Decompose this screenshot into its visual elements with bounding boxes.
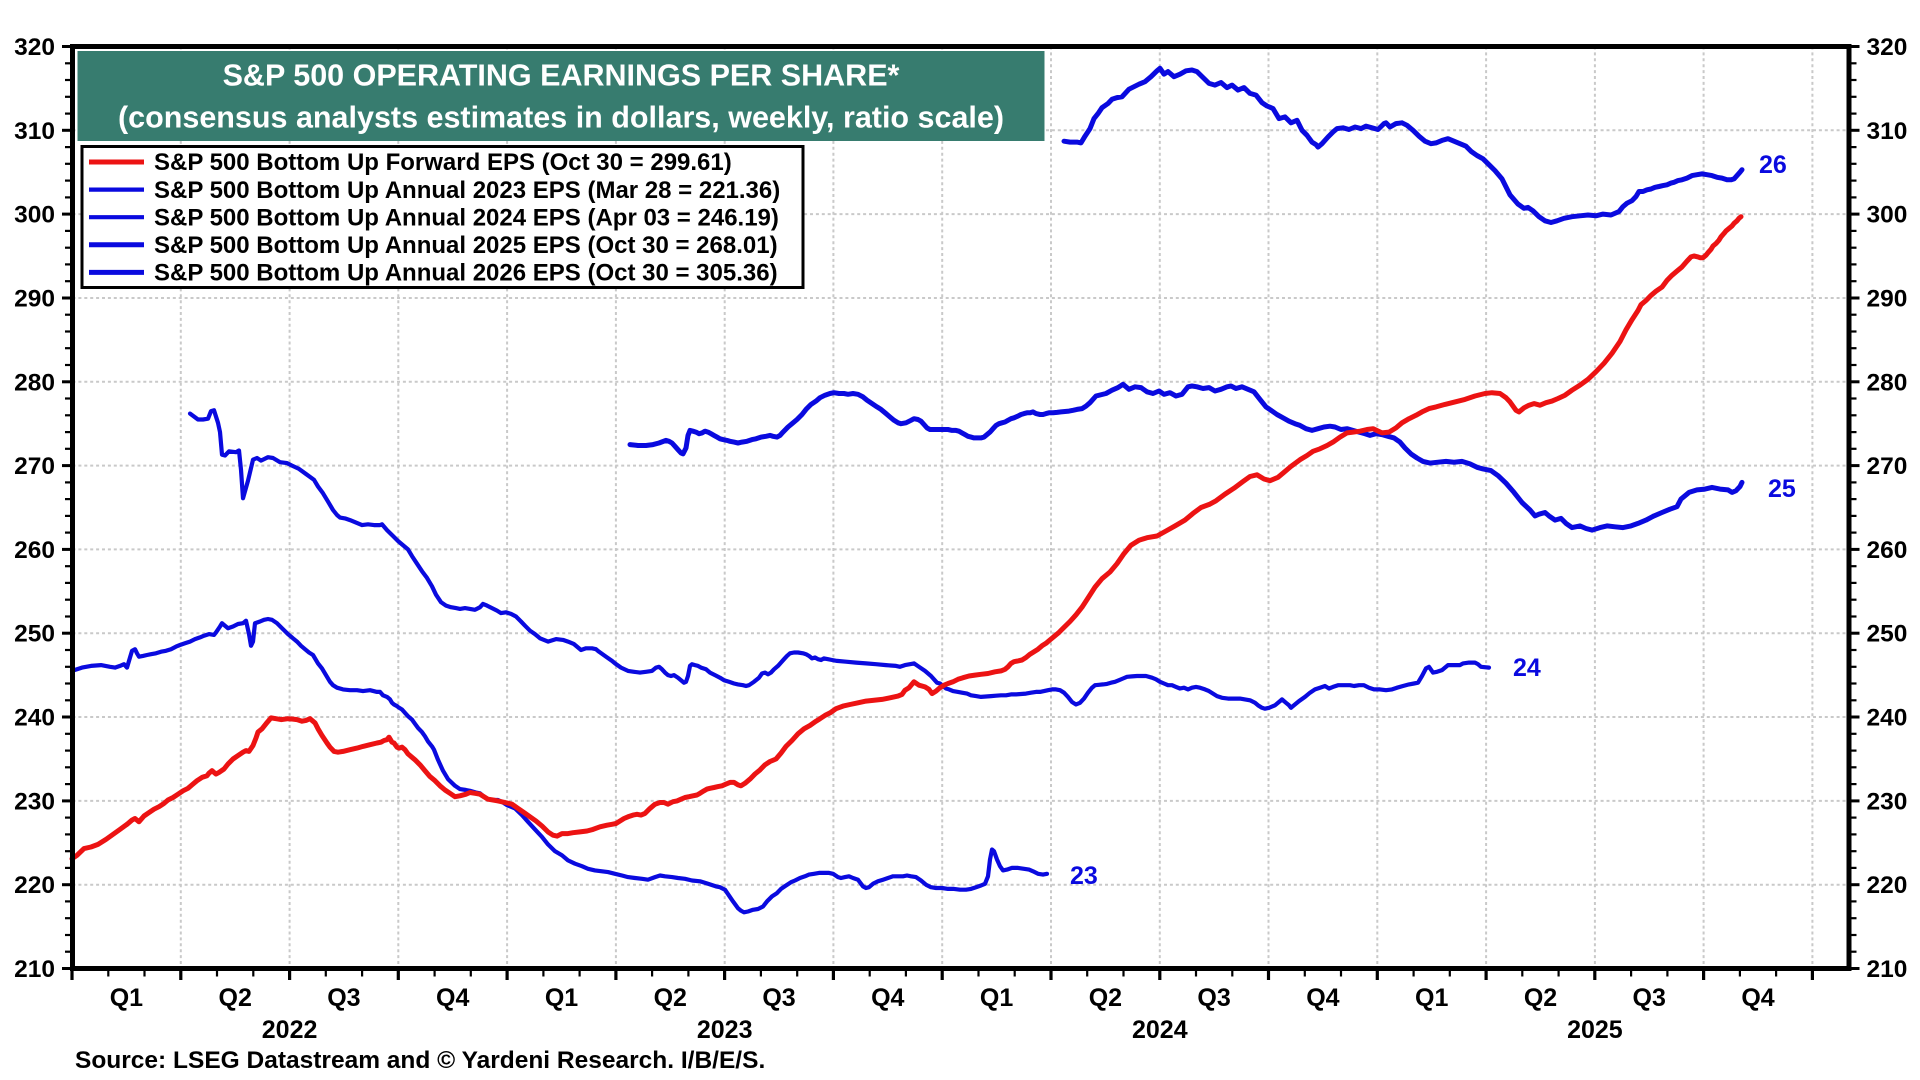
svg-text:S&P 500 Bottom Up Annual 2025: S&P 500 Bottom Up Annual 2025 EPS (Oct 3… (154, 232, 778, 259)
svg-text:240: 240 (14, 705, 55, 732)
svg-text:26: 26 (1759, 151, 1787, 179)
svg-text:260: 260 (1867, 537, 1908, 564)
svg-text:Q3: Q3 (327, 984, 360, 1012)
svg-text:Q2: Q2 (1089, 984, 1122, 1012)
svg-text:Q3: Q3 (1633, 984, 1666, 1012)
svg-text:270: 270 (14, 453, 55, 480)
svg-text:25: 25 (1768, 475, 1796, 503)
svg-text:S&P 500 OPERATING EARNINGS PER: S&P 500 OPERATING EARNINGS PER SHARE* (223, 59, 900, 93)
svg-text:S&P 500 Bottom Up Forward EPS: S&P 500 Bottom Up Forward EPS (Oct 30 = … (154, 149, 732, 176)
svg-text:320: 320 (1867, 34, 1908, 61)
svg-text:2025: 2025 (1567, 1016, 1623, 1044)
svg-text:320: 320 (14, 34, 55, 61)
svg-text:(consensus analysts estimates: (consensus analysts estimates in dollars… (118, 101, 1004, 135)
svg-text:230: 230 (14, 788, 55, 815)
svg-text:Q1: Q1 (1415, 984, 1448, 1012)
svg-text:Source: LSEG Datastream and ©: Source: LSEG Datastream and © Yardeni Re… (75, 1047, 765, 1074)
svg-text:Q1: Q1 (980, 984, 1013, 1012)
svg-text:210: 210 (1867, 956, 1908, 983)
svg-text:220: 220 (14, 872, 55, 899)
svg-text:2024: 2024 (1132, 1016, 1188, 1044)
svg-text:Q4: Q4 (1741, 984, 1774, 1012)
svg-text:290: 290 (14, 286, 55, 313)
svg-text:310: 310 (14, 118, 55, 145)
svg-text:Q2: Q2 (654, 984, 687, 1012)
svg-text:S&P 500 Bottom Up Annual 2026: S&P 500 Bottom Up Annual 2026 EPS (Oct 3… (154, 260, 778, 287)
svg-text:300: 300 (1867, 202, 1908, 229)
svg-text:S&P 500 Bottom Up Annual 2023: S&P 500 Bottom Up Annual 2023 EPS (Mar 2… (154, 177, 780, 204)
svg-text:S&P 500 Bottom Up Annual 2024: S&P 500 Bottom Up Annual 2024 EPS (Apr 0… (154, 204, 779, 231)
svg-text:Q3: Q3 (1197, 984, 1230, 1012)
svg-text:23: 23 (1070, 862, 1098, 890)
svg-text:2022: 2022 (262, 1016, 318, 1044)
svg-text:Q1: Q1 (545, 984, 578, 1012)
svg-text:300: 300 (14, 202, 55, 229)
svg-text:260: 260 (14, 537, 55, 564)
svg-text:220: 220 (1867, 872, 1908, 899)
svg-text:230: 230 (1867, 788, 1908, 815)
svg-text:24: 24 (1513, 654, 1541, 682)
svg-text:240: 240 (1867, 705, 1908, 732)
svg-text:280: 280 (14, 369, 55, 396)
svg-text:280: 280 (1867, 369, 1908, 396)
svg-text:Q4: Q4 (1306, 984, 1339, 1012)
svg-text:Q2: Q2 (219, 984, 252, 1012)
svg-text:270: 270 (1867, 453, 1908, 480)
svg-text:250: 250 (1867, 621, 1908, 648)
svg-text:290: 290 (1867, 286, 1908, 313)
svg-text:Q4: Q4 (436, 984, 469, 1012)
svg-text:2023: 2023 (697, 1016, 753, 1044)
svg-text:210: 210 (14, 956, 55, 983)
svg-text:Q4: Q4 (871, 984, 904, 1012)
svg-text:Q1: Q1 (110, 984, 143, 1012)
svg-text:250: 250 (14, 621, 55, 648)
svg-text:310: 310 (1867, 118, 1908, 145)
svg-text:Q2: Q2 (1524, 984, 1557, 1012)
svg-text:Q3: Q3 (762, 984, 795, 1012)
